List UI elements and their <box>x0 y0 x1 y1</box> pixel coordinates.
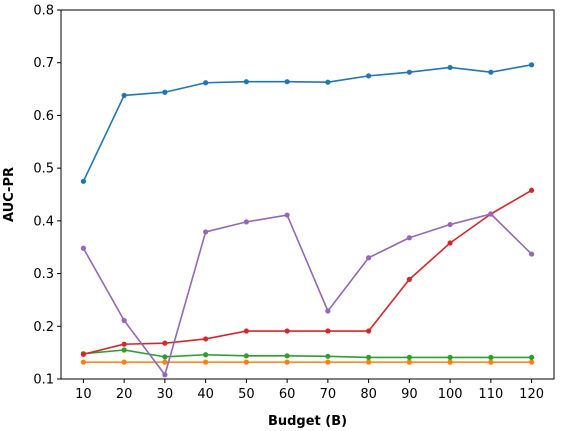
series-line <box>82 64 532 182</box>
data-point <box>80 351 87 357</box>
series-line <box>83 189 532 355</box>
y-axis-label: AUC-PR <box>2 167 17 222</box>
data-point <box>243 219 249 225</box>
data-point <box>243 353 249 359</box>
series-3 <box>80 347 535 360</box>
data-point <box>325 79 331 85</box>
data-point <box>488 69 494 75</box>
data-point <box>243 79 249 85</box>
y-tick-label: 0.6 <box>33 109 54 124</box>
data-point <box>162 354 168 360</box>
data-point <box>528 251 535 257</box>
data-point <box>284 353 290 359</box>
data-point <box>528 354 535 360</box>
data-point <box>162 340 168 346</box>
data-point <box>488 354 494 360</box>
x-tick-label: 60 <box>279 387 296 402</box>
x-tick-label: 10 <box>75 387 92 402</box>
data-point <box>528 359 535 365</box>
data-point <box>203 80 209 86</box>
data-point <box>406 69 412 75</box>
data-point <box>366 328 372 334</box>
series-line <box>83 349 532 359</box>
x-tick-label: 90 <box>401 387 418 402</box>
data-point <box>121 317 127 324</box>
x-tick-label: 100 <box>438 387 463 402</box>
data-point <box>325 308 331 314</box>
data-point <box>80 178 87 184</box>
series-5 <box>80 211 535 378</box>
data-point <box>528 62 535 68</box>
y-tick-label: 0.4 <box>33 214 54 229</box>
data-point <box>447 354 453 360</box>
data-point <box>325 359 331 365</box>
data-point <box>528 187 535 193</box>
series-4 <box>80 187 535 357</box>
data-point <box>366 359 372 365</box>
data-point <box>203 359 209 365</box>
series-line <box>82 213 533 376</box>
y-tick-label: 0.7 <box>33 56 54 71</box>
data-point <box>203 352 209 358</box>
data-point <box>121 341 127 347</box>
data-point <box>325 328 331 334</box>
x-tick-label: 40 <box>197 387 214 402</box>
data-point <box>203 336 209 342</box>
data-point <box>243 328 249 334</box>
data-point <box>243 359 249 365</box>
x-tick-label: 120 <box>519 387 544 402</box>
data-point <box>366 354 372 360</box>
series-layer <box>80 62 535 378</box>
y-tick-label: 0.3 <box>33 267 54 282</box>
plot-frame <box>60 9 555 380</box>
data-point <box>284 79 290 85</box>
data-point <box>80 359 87 365</box>
data-point <box>203 229 209 235</box>
x-tick-label: 110 <box>478 387 503 402</box>
data-point <box>488 211 494 217</box>
data-point <box>406 235 412 241</box>
data-point <box>284 328 290 334</box>
data-point <box>121 92 127 98</box>
data-point <box>284 212 290 218</box>
data-point <box>162 359 168 365</box>
data-point <box>447 240 453 246</box>
series-1 <box>80 62 535 184</box>
y-tick-label: 0.8 <box>33 4 54 19</box>
data-point <box>366 73 372 79</box>
y-tick-label: 0.2 <box>33 320 54 335</box>
data-point <box>447 64 453 71</box>
x-tick-label: 50 <box>238 387 255 402</box>
data-point <box>121 347 127 353</box>
y-tick-label: 0.5 <box>33 162 54 177</box>
ticks-layer: 0.1 0.2 0.3 0.4 0.5 0.6 0.7 0.8 10 20 30 40 50 60 70 80… <box>33 4 544 403</box>
data-point <box>406 359 412 365</box>
data-point <box>406 276 412 282</box>
data-point <box>162 89 168 95</box>
x-tick-label: 80 <box>360 387 377 402</box>
y-tick-label: 0.1 <box>33 373 54 388</box>
x-tick-label: 30 <box>157 387 174 402</box>
data-point <box>162 372 168 378</box>
series-2 <box>80 359 535 365</box>
x-tick-label: 20 <box>116 387 133 402</box>
data-point <box>121 359 127 365</box>
data-point <box>447 359 453 365</box>
data-point <box>284 359 290 365</box>
x-tick-label: 70 <box>320 387 337 402</box>
data-point <box>447 221 453 228</box>
data-point <box>80 245 87 251</box>
data-point <box>325 353 331 359</box>
x-axis-label: Budget (B) <box>268 414 347 429</box>
data-point <box>488 359 494 365</box>
data-point <box>406 354 412 360</box>
data-point <box>366 255 372 261</box>
